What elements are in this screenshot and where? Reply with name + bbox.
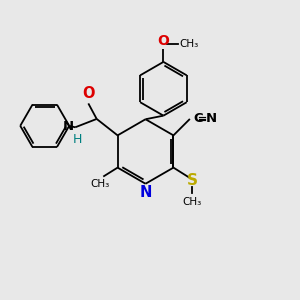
Text: N: N — [206, 112, 217, 125]
Text: N: N — [63, 120, 74, 133]
Text: O: O — [82, 86, 94, 101]
Text: N: N — [139, 185, 152, 200]
Text: CH₃: CH₃ — [182, 197, 202, 207]
Text: O: O — [158, 34, 169, 48]
Text: C: C — [194, 112, 203, 125]
Text: CH₃: CH₃ — [180, 39, 199, 49]
Text: S: S — [187, 173, 197, 188]
Text: CH₃: CH₃ — [91, 179, 110, 189]
Text: H: H — [73, 133, 82, 146]
